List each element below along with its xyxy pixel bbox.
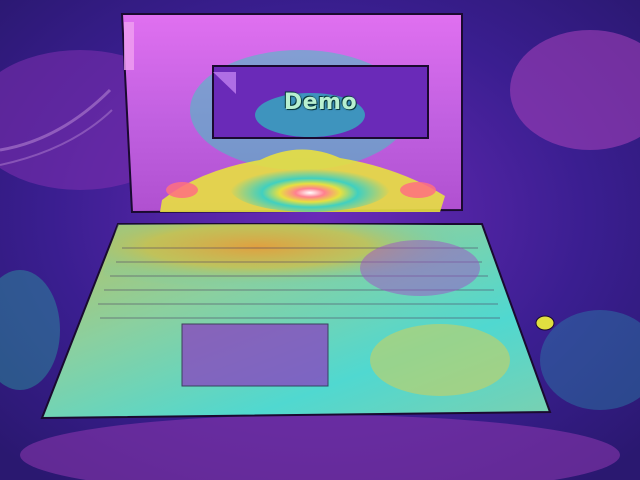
screen-corner: [213, 72, 236, 94]
cable: [0, 88, 112, 152]
hot-spot: [400, 182, 436, 198]
background-blob: [0, 270, 60, 390]
background-blob: [20, 415, 620, 480]
screen-warm-zone: [255, 93, 365, 137]
hot-spot: [166, 182, 198, 198]
screen-text: Demo: [283, 89, 358, 115]
background-blob: [510, 30, 640, 150]
lid-ports: [124, 22, 134, 70]
palm-rest-warm-zone: [370, 324, 510, 396]
hot-spot: [230, 164, 390, 212]
background-blob: [540, 310, 640, 410]
indicator-light: [535, 315, 555, 331]
keyboard-cool-zone: [360, 240, 480, 296]
touchpad: [181, 323, 329, 387]
cable: [0, 109, 113, 166]
